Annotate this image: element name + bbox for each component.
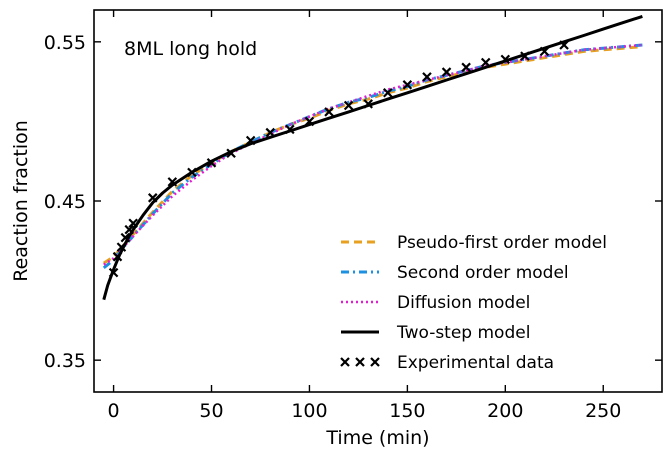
marker-stroke <box>500 54 511 65</box>
legend-label: Pseudo-first order model <box>397 233 607 253</box>
data-point <box>441 67 452 77</box>
chart-annotation: 8ML long hold <box>124 38 257 60</box>
data-point <box>285 124 295 135</box>
data-point <box>112 251 123 262</box>
data-point <box>120 232 131 243</box>
marker-stroke <box>187 167 197 178</box>
marker-stroke <box>206 158 217 168</box>
x-tick-label: 50 <box>199 400 223 422</box>
legend-label: Experimental data <box>397 353 554 373</box>
data-point <box>187 167 197 178</box>
y-tick-label: 0.35 <box>44 350 86 372</box>
plot-frame <box>93 9 663 393</box>
data-point <box>461 62 471 73</box>
marker-stroke <box>108 267 119 278</box>
legend-label: Two-step model <box>396 323 530 343</box>
legend-label: Second order model <box>397 263 569 283</box>
data-point <box>304 116 315 127</box>
legend-label: Diffusion model <box>397 293 530 313</box>
marker-stroke <box>520 51 530 61</box>
marker-stroke <box>112 251 123 262</box>
legend-marker-experimental <box>340 357 350 367</box>
data-point <box>480 57 491 68</box>
x-tick-label: 250 <box>585 400 621 422</box>
data-point <box>559 40 569 50</box>
marker-stroke <box>226 148 236 159</box>
marker-stroke <box>383 87 393 98</box>
y-axis-title: Reaction fraction <box>10 120 32 282</box>
data-point <box>245 135 256 146</box>
series-line-diffusion-model <box>103 43 643 266</box>
data-point <box>128 218 138 229</box>
marker-stroke <box>304 116 315 127</box>
marker-stroke <box>363 99 373 109</box>
data-point <box>422 72 432 82</box>
marker-stroke <box>116 242 127 252</box>
legend: Pseudo-first order model Second order mod… <box>340 233 607 373</box>
marker-stroke <box>441 67 452 77</box>
data-point <box>539 46 550 57</box>
marker-stroke <box>461 62 471 73</box>
data-point <box>520 51 530 61</box>
marker-stroke <box>124 224 135 235</box>
marker-stroke <box>422 72 432 82</box>
marker-stroke <box>480 57 491 68</box>
data-point <box>226 148 236 159</box>
x-axis-title: Time (min) <box>325 427 429 449</box>
marker-stroke <box>355 357 365 367</box>
marker-stroke <box>559 40 569 50</box>
legend-marker-experimental <box>370 357 380 367</box>
data-point <box>167 177 178 187</box>
data-point <box>265 127 276 138</box>
data-point <box>383 87 393 98</box>
data-point <box>124 224 135 235</box>
x-tick-label: 0 <box>108 400 120 422</box>
marker-stroke <box>245 135 256 146</box>
legend-marker-experimental <box>355 357 365 367</box>
series-line-pseudo-first-order-model <box>102 45 643 265</box>
marker-stroke <box>147 193 158 203</box>
data-point <box>343 100 354 111</box>
axis-ticks: 0 50 100 150 200 250 0.35 0.45 0.55 <box>44 10 662 422</box>
x-tick-label: 100 <box>291 400 327 422</box>
x-tick-label: 200 <box>487 400 523 422</box>
marker-stroke <box>343 100 354 111</box>
data-point <box>500 54 511 65</box>
data-point <box>147 193 158 203</box>
y-tick-label: 0.55 <box>44 32 86 54</box>
marker-stroke <box>285 124 295 135</box>
marker-stroke <box>120 232 131 243</box>
marker-stroke <box>265 127 276 138</box>
data-point <box>116 242 127 252</box>
data-point <box>324 107 334 117</box>
data-point <box>108 267 119 278</box>
marker-stroke <box>370 357 380 367</box>
data-point <box>206 158 217 168</box>
marker-stroke <box>324 107 334 117</box>
marker-stroke <box>402 80 413 90</box>
marker-stroke <box>340 357 350 367</box>
data-point <box>402 80 413 90</box>
experimental-points <box>108 40 569 278</box>
x-tick-label: 150 <box>389 400 425 422</box>
marker-stroke <box>539 46 550 57</box>
marker-stroke <box>167 177 178 187</box>
marker-stroke <box>128 218 138 229</box>
data-point <box>363 99 373 109</box>
y-tick-label: 0.45 <box>44 191 86 213</box>
